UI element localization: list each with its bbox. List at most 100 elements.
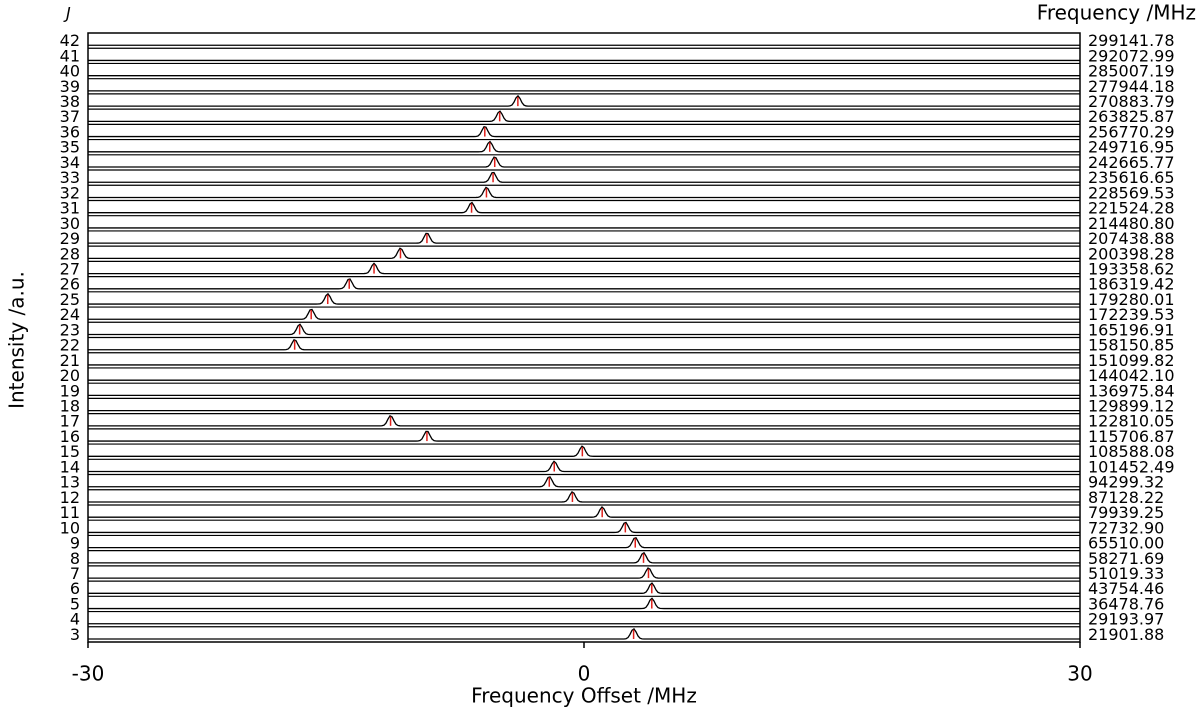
frequency-label: 249716.95 [1088,138,1175,157]
frequency-label: 235616.65 [1088,168,1175,187]
frequency-label: 65510.00 [1088,534,1164,553]
trace [88,247,1080,260]
j-title: J [63,4,71,23]
frequency-label: 207438.88 [1088,229,1175,248]
frequency-label: 292072.99 [1088,46,1175,65]
trace [88,627,1080,640]
j-label: 37 [60,107,80,126]
j-label: 42 [60,31,80,50]
trace [88,110,1080,122]
j-label: 33 [60,168,80,187]
j-label: 19 [60,381,80,400]
x-tick-label: 30 [1067,662,1092,686]
frequency-label: 144042.10 [1088,366,1175,385]
j-label: 4 [70,610,80,629]
j-label: 41 [60,46,80,65]
frequency-label: 87128.22 [1088,488,1164,507]
j-label: 26 [60,275,80,294]
j-label: 27 [60,259,80,278]
frequency-label: 122810.05 [1088,412,1175,431]
j-label: 39 [60,77,80,96]
frequency-label: 129899.12 [1088,397,1175,416]
frequency-label: 72732.90 [1088,518,1164,537]
j-label: 14 [60,457,80,476]
trace [88,171,1080,183]
x-axis-label: Frequency Offset /MHz [471,684,697,708]
frequency-label: 256770.29 [1088,122,1175,141]
j-label: 11 [60,503,80,522]
frequency-label: 158150.85 [1088,336,1175,355]
trace [88,597,1080,610]
j-label: 34 [60,153,80,172]
j-label: 3 [70,625,80,644]
frequency-label: 299141.78 [1088,31,1175,50]
frequency-label: 43754.46 [1088,579,1164,598]
y-axis-label: Intensity /a.u. [5,271,29,409]
j-label: 10 [60,518,80,537]
trace [88,582,1080,594]
j-label: 38 [60,92,80,111]
trace [88,567,1080,579]
j-label: 29 [60,229,80,248]
trace [88,490,1080,503]
frequency-label: 36478.76 [1088,594,1164,613]
x-tick-label: 0 [578,662,591,686]
j-label: 7 [70,564,80,583]
trace [88,476,1080,488]
trace [88,126,1080,138]
frequency-label: 214480.80 [1088,214,1175,233]
j-label: 16 [60,427,80,446]
j-label: 24 [60,305,80,324]
j-label: 17 [60,412,80,431]
j-label: 21 [60,351,80,370]
trace [88,460,1080,473]
j-label: 40 [60,62,80,81]
trace [88,140,1080,153]
j-label: 36 [60,122,80,141]
j-label: 6 [70,579,80,598]
trace [88,262,1080,275]
trace [88,445,1080,457]
trace [88,338,1080,351]
frequency-label: 221524.28 [1088,199,1175,218]
j-label: 15 [60,442,80,461]
trace [88,278,1080,290]
frequency-label: 151099.82 [1088,351,1175,370]
j-label: 20 [60,366,80,385]
frequency-label: 263825.87 [1088,107,1175,126]
frequency-label: 21901.88 [1088,625,1164,644]
frequency-label: 115706.87 [1088,427,1175,446]
j-label: 18 [60,397,80,416]
trace [88,521,1080,534]
frequency-label: 277944.18 [1088,77,1175,96]
trace [88,308,1080,320]
trace [88,156,1080,168]
j-label: 13 [60,473,80,492]
trace [88,186,1080,199]
trace [88,292,1080,305]
frequency-label: 51019.33 [1088,564,1164,583]
frequency-title: Frequency /MHz [1037,1,1196,25]
frequency-label: 285007.19 [1088,62,1175,81]
trace [88,414,1080,427]
frequency-label: 165196.91 [1088,320,1175,339]
j-label: 8 [70,549,80,568]
frequency-label: 172239.53 [1088,305,1175,324]
trace [88,94,1080,107]
j-label: 35 [60,138,80,157]
j-label: 28 [60,244,80,263]
frequency-label: 108588.08 [1088,442,1175,461]
x-tick-label: -30 [72,662,105,686]
frequency-label: 200398.28 [1088,244,1175,263]
j-label: 25 [60,290,80,309]
frequency-label: 58271.69 [1088,549,1164,568]
frequency-label: 228569.53 [1088,183,1175,202]
frequency-label: 186319.42 [1088,275,1175,294]
frequency-label: 101452.49 [1088,457,1175,476]
frequency-label: 242665.77 [1088,153,1175,172]
trace [88,506,1080,518]
j-label: 22 [60,336,80,355]
frequency-label: 94299.32 [1088,473,1164,492]
j-label: 12 [60,488,80,507]
